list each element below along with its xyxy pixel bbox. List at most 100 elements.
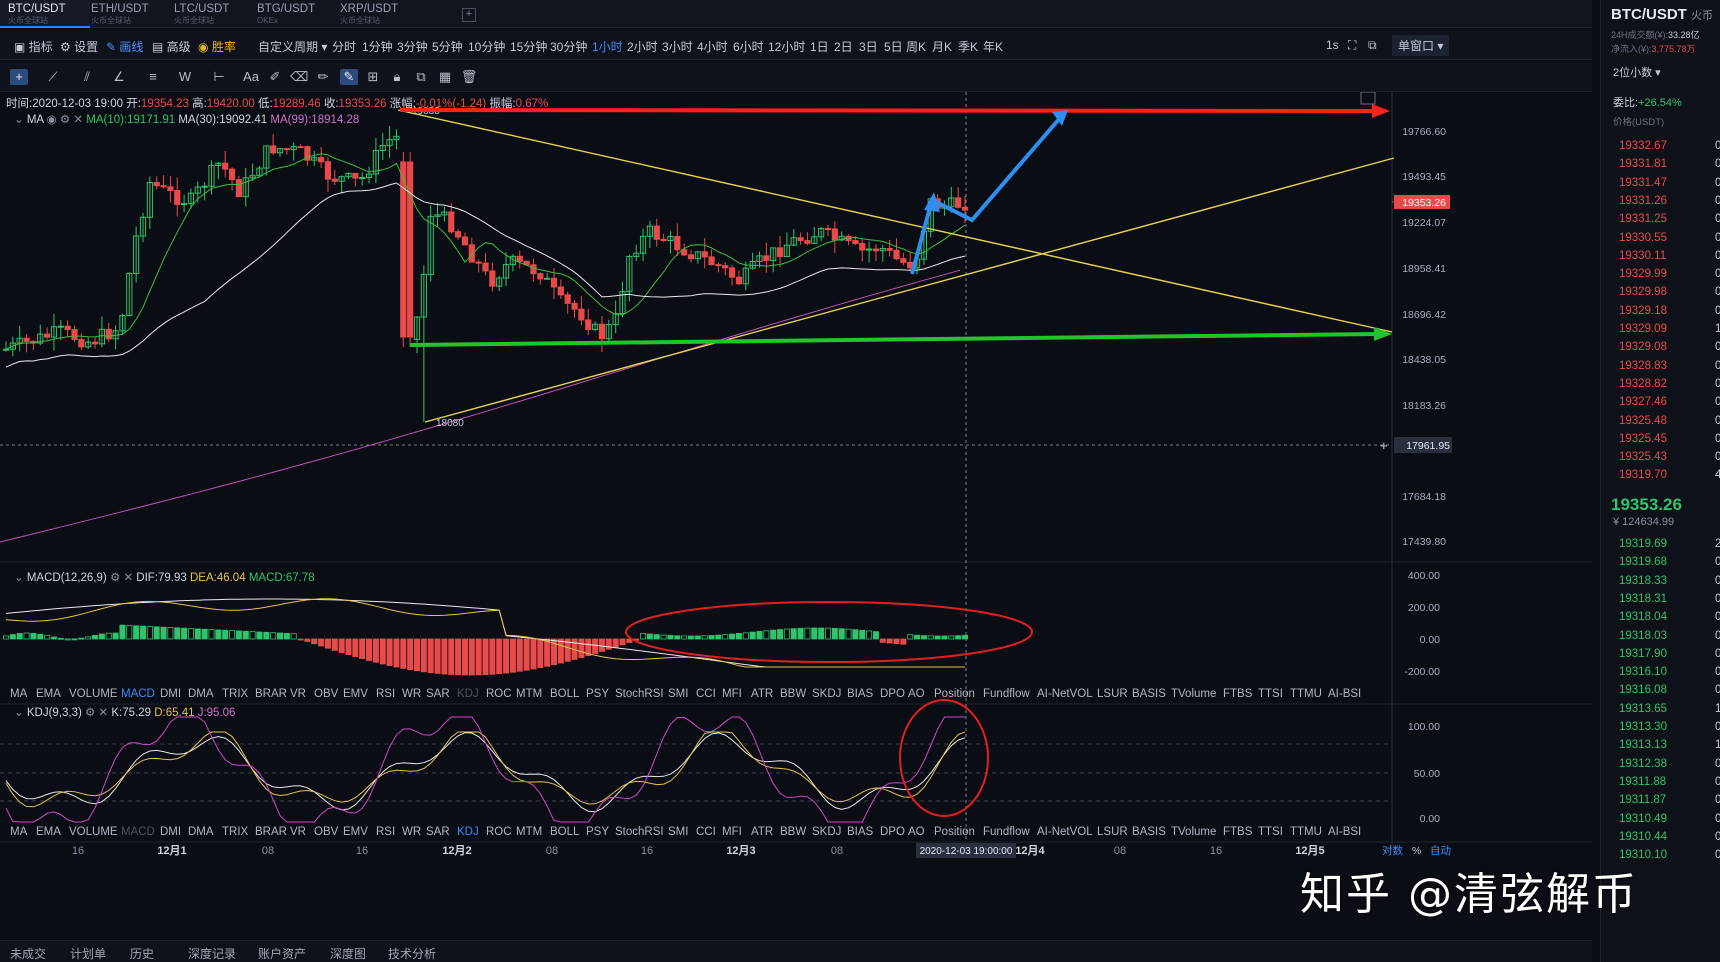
period-3[interactable]: 5分钟: [432, 40, 463, 54]
indicator-button[interactable]: ▣ 指标: [14, 40, 53, 54]
indicator-psy[interactable]: PSY: [586, 826, 610, 838]
indicator-trix[interactable]: TRIX: [222, 826, 249, 838]
indicator-macd[interactable]: MACD: [121, 826, 155, 838]
indicator-ai-bsi[interactable]: AI-BSI: [1328, 826, 1362, 838]
ask-price[interactable]: 19329.18: [1619, 304, 1667, 317]
indicator-tvolume[interactable]: TVolume: [1171, 826, 1217, 838]
angle-icon[interactable]: ∠: [113, 69, 125, 84]
decimals-dropdown[interactable]: 2位小数 ▾: [1613, 67, 1661, 79]
indicator-bias[interactable]: BIAS: [847, 826, 874, 838]
indicator-volume[interactable]: VOLUME: [69, 826, 118, 838]
indicator-bias[interactable]: BIAS: [847, 688, 874, 700]
indicator-brar[interactable]: BRAR: [255, 688, 287, 700]
macd-settings-icon[interactable]: ⚙ ✕: [109, 572, 134, 584]
bid-price[interactable]: 19317.90: [1619, 647, 1667, 660]
ask-price[interactable]: 19331.25: [1619, 213, 1667, 226]
bid-price[interactable]: 19311.88: [1619, 775, 1667, 788]
indicator-trix[interactable]: TRIX: [222, 688, 249, 700]
indicator-ma[interactable]: MA: [10, 826, 28, 838]
indicator-cci[interactable]: CCI: [696, 826, 716, 838]
ask-price[interactable]: 19331.81: [1619, 158, 1667, 171]
indicator-fundflow[interactable]: Fundflow: [983, 688, 1030, 700]
bid-price[interactable]: 19313.30: [1619, 721, 1667, 733]
lock-icon[interactable]: 🔒︎: [393, 69, 401, 84]
chart-canvas[interactable]: 19766.60 19493.45 19224.07 18958.41 18696.42…: [0, 92, 1592, 940]
bid-price[interactable]: 19316.08: [1619, 684, 1667, 697]
ask-price[interactable]: 19329.98: [1619, 286, 1667, 299]
indicator-ftbs[interactable]: FTBS: [1223, 688, 1253, 700]
eye-icon[interactable]: ◉ ⚙ ✕: [46, 114, 84, 126]
indicator-mtm[interactable]: MTM: [516, 688, 543, 700]
measure-icon[interactable]: ⊞: [367, 69, 379, 84]
indicator-macd[interactable]: MACD: [121, 688, 155, 700]
indicator-wr[interactable]: WR: [402, 688, 422, 700]
pair-tab-0[interactable]: BTC/USDT 火币全球站: [0, 0, 90, 28]
indicator-dmi[interactable]: DMI: [160, 688, 182, 700]
fork-icon[interactable]: ⊢: [213, 69, 225, 84]
indicator-skdj[interactable]: SKDJ: [812, 688, 842, 700]
ask-price[interactable]: 19330.11: [1619, 249, 1667, 262]
period-8[interactable]: 2小时: [627, 40, 658, 54]
pair-tab-3[interactable]: BTG/USDT OKEx: [249, 0, 339, 28]
indicator-ema[interactable]: EMA: [36, 826, 61, 838]
custom-period-dropdown[interactable]: 自定义周期 ▾: [258, 40, 328, 54]
brush-icon[interactable]: ✐: [269, 69, 281, 84]
bid-price[interactable]: 19316.10: [1619, 666, 1667, 679]
ask-price[interactable]: 19331.26: [1619, 194, 1667, 207]
period-4[interactable]: 10分钟: [468, 40, 506, 54]
wave-icon[interactable]: W: [178, 69, 192, 84]
indicator-obv[interactable]: OBV: [314, 688, 339, 700]
ask-price[interactable]: 19328.83: [1619, 359, 1667, 372]
period-16[interactable]: 5日: [884, 40, 903, 54]
indicator-fundflow[interactable]: Fundflow: [983, 826, 1030, 838]
text-icon[interactable]: Aa: [243, 69, 259, 84]
settings-button[interactable]: ⚙ 设置: [60, 40, 99, 54]
period-12[interactable]: 12小时: [768, 40, 806, 54]
bid-price[interactable]: 19318.03: [1619, 629, 1667, 642]
kdj-settings-icon[interactable]: ⚙ ✕: [85, 707, 109, 719]
period-2[interactable]: 3分钟: [397, 40, 428, 54]
indicator-rsi[interactable]: RSI: [376, 688, 396, 700]
indicator-vr[interactable]: VR: [290, 688, 306, 700]
indicator-lsur[interactable]: LSUR: [1097, 688, 1128, 700]
magnet-icon[interactable]: ✎: [340, 69, 358, 85]
indicator-dmi[interactable]: DMI: [160, 826, 182, 838]
indicator-ai-netvol[interactable]: AI-NetVOL: [1037, 826, 1093, 838]
ask-price[interactable]: 19329.09: [1619, 323, 1667, 335]
layout-icon[interactable]: ▦: [438, 69, 452, 84]
indicator-stochrsi[interactable]: StochRSI: [615, 826, 664, 838]
indicator-bbw[interactable]: BBW: [780, 826, 807, 838]
refresh-interval[interactable]: 1s: [1326, 38, 1339, 52]
ask-price[interactable]: 19332.67: [1619, 140, 1667, 152]
indicator-position[interactable]: Position: [934, 826, 975, 838]
indicator-roc[interactable]: ROC: [486, 826, 512, 838]
bid-price[interactable]: 19313.65: [1619, 702, 1667, 715]
period-20[interactable]: 年K: [983, 40, 1004, 54]
period-11[interactable]: 6小时: [733, 40, 764, 54]
indicator-obv[interactable]: OBV: [314, 826, 339, 838]
advanced-button[interactable]: ▤ 高级: [152, 40, 191, 54]
indicator-ema[interactable]: EMA: [36, 688, 61, 700]
ask-price[interactable]: 19327.46: [1619, 396, 1667, 409]
period-9[interactable]: 3小时: [662, 40, 693, 54]
draw-button[interactable]: ✎ 画线: [106, 40, 144, 54]
bid-price[interactable]: 19318.31: [1619, 592, 1667, 605]
ask-price[interactable]: 19329.08: [1619, 341, 1667, 354]
fullscreen-icon[interactable]: ⛶: [1348, 38, 1357, 52]
period-18[interactable]: 月K: [932, 40, 953, 54]
indicator-ao[interactable]: AO: [908, 826, 925, 838]
period-7[interactable]: 1小时: [592, 40, 623, 54]
ask-price[interactable]: 19319.70: [1619, 469, 1667, 482]
ask-price[interactable]: 19331.47: [1619, 176, 1667, 189]
indicator-ai-bsi[interactable]: AI-BSI: [1328, 688, 1362, 700]
indicator-sar[interactable]: SAR: [426, 826, 450, 838]
horizontal-lines-icon[interactable]: ≡: [149, 69, 157, 84]
pair-tab-2[interactable]: LTC/USDT 火币全球站: [166, 0, 256, 28]
bottom-tab-0[interactable]: 未成交: [10, 947, 47, 961]
indicator-ttsi[interactable]: TTSI: [1258, 688, 1283, 700]
indicator-sar[interactable]: SAR: [426, 688, 450, 700]
indicator-mfi[interactable]: MFI: [722, 826, 742, 838]
bid-price[interactable]: 19313.13: [1619, 739, 1667, 752]
indicator-rsi[interactable]: RSI: [376, 826, 396, 838]
indicator-wr[interactable]: WR: [402, 826, 422, 838]
